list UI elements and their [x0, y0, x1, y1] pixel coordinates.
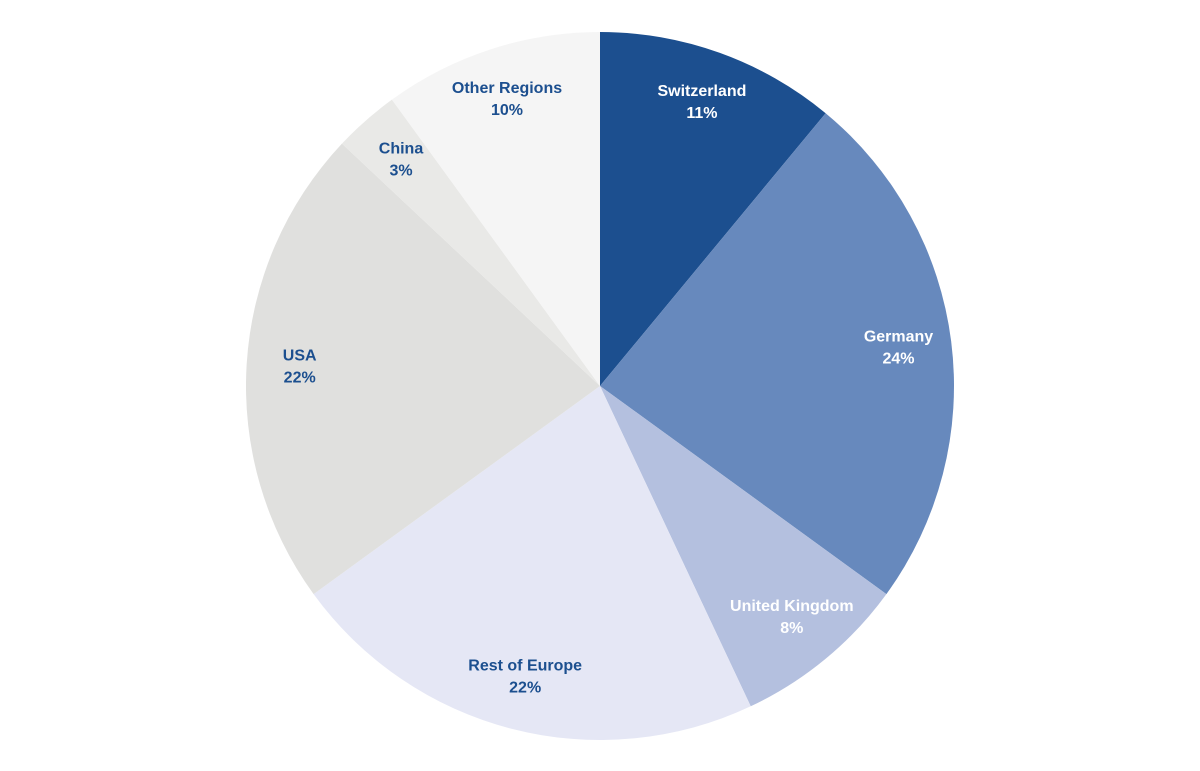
- slice-label: United Kingdom: [730, 598, 854, 615]
- slice-label: Other Regions: [452, 80, 562, 97]
- slice-value-label: 22%: [509, 680, 541, 697]
- slice-value-label: 24%: [883, 351, 915, 368]
- slice-label: China: [379, 141, 424, 158]
- slice-value-label: 8%: [780, 620, 803, 637]
- pie-slice: [600, 32, 826, 386]
- slice-value-label: 10%: [491, 102, 523, 119]
- slice-label: Rest of Europe: [468, 658, 582, 675]
- slice-value-label: 3%: [389, 163, 412, 180]
- pie-slice: [600, 113, 954, 595]
- slice-label: Germany: [864, 329, 933, 346]
- pie-slice: [245, 143, 600, 595]
- pie-slice: [600, 386, 887, 707]
- slice-label: Switzerland: [657, 83, 746, 100]
- pie-slice: [391, 31, 600, 386]
- slice-label: USA: [283, 347, 317, 364]
- slice-value-label: 22%: [284, 369, 316, 386]
- pie-slice: [313, 386, 751, 740]
- pie-slice: [341, 99, 600, 387]
- slice-value-label: 11%: [686, 105, 717, 122]
